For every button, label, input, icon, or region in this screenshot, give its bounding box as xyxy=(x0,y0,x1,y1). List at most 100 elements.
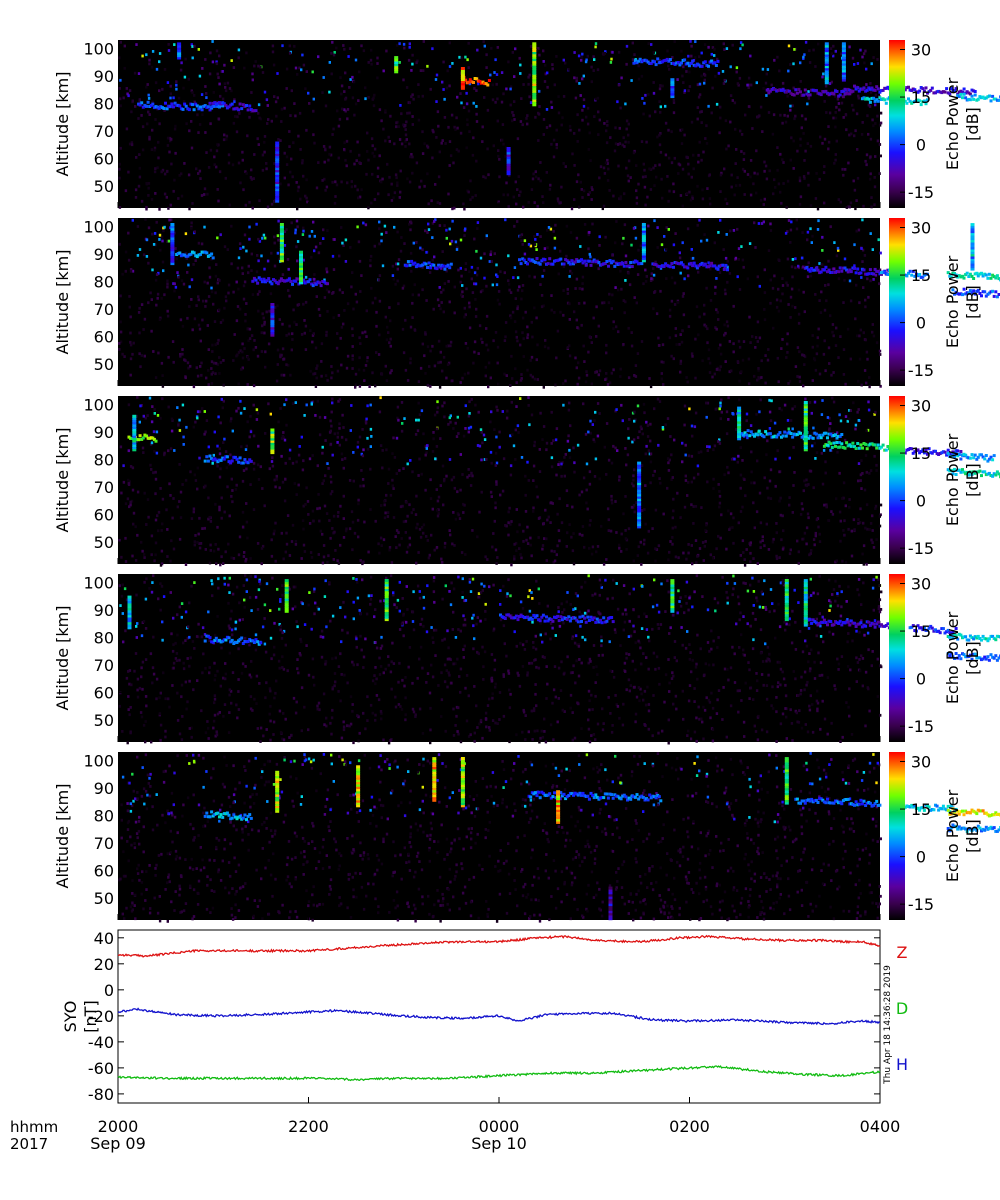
echo-layer-cell xyxy=(559,257,563,261)
heatmap-cell xyxy=(647,224,650,228)
heatmap-cell xyxy=(489,253,492,256)
heatmap-cell xyxy=(466,123,469,127)
heatmap-cell xyxy=(759,540,762,544)
heatmap-cell xyxy=(156,292,160,296)
echo-layer-cell xyxy=(616,263,620,266)
heatmap-cell xyxy=(320,374,323,378)
heatmap-cell xyxy=(703,78,706,82)
heatmap-cell xyxy=(495,283,499,287)
heatmap-cell xyxy=(590,65,593,69)
heatmap-cell xyxy=(426,145,430,149)
heatmap-cell xyxy=(448,300,451,304)
echo-column-cell xyxy=(460,71,465,75)
heatmap-cell xyxy=(690,44,693,48)
heatmap-cell xyxy=(467,66,470,69)
y-axis-label: Altitude [km] xyxy=(53,72,72,177)
heatmap-cell xyxy=(588,131,591,135)
echo-layer-cell xyxy=(868,87,872,91)
echo-layer-cell xyxy=(980,294,983,298)
echo-layer-cell xyxy=(279,277,283,281)
heatmap-cell xyxy=(794,257,797,261)
echo-layer-cell xyxy=(633,59,637,63)
heatmap-cell xyxy=(703,323,706,327)
heatmap-cell xyxy=(565,254,568,258)
heatmap-cell xyxy=(225,466,228,470)
heatmap-cell xyxy=(474,298,477,301)
heatmap-cell xyxy=(793,471,796,474)
heatmap-cell xyxy=(178,463,181,466)
heatmap-cell xyxy=(364,86,367,90)
heatmap-cell xyxy=(834,116,838,120)
heatmap-cell xyxy=(370,137,374,141)
heatmap-cell xyxy=(475,105,478,108)
heatmap-cell xyxy=(358,435,362,439)
echo-column-cell xyxy=(299,260,303,264)
heatmap-cell xyxy=(739,446,742,449)
heatmap-cell xyxy=(283,403,286,407)
echo-layer-cell xyxy=(832,92,836,96)
heatmap-cell xyxy=(685,70,688,73)
heatmap-cell xyxy=(380,544,383,547)
heatmap-cell xyxy=(735,148,738,151)
heatmap-cell xyxy=(336,435,339,439)
heatmap-cell xyxy=(145,182,148,185)
heatmap-cell xyxy=(582,104,586,108)
echo-layer-cell xyxy=(943,90,947,94)
heatmap-cell xyxy=(832,44,835,48)
heatmap-cell xyxy=(158,238,161,241)
echo-layer-cell xyxy=(600,263,604,267)
heatmap-cell xyxy=(192,510,195,514)
heatmap-cell xyxy=(287,332,291,336)
heatmap-cell xyxy=(556,329,560,333)
heatmap-cell xyxy=(532,510,535,513)
heatmap-cell xyxy=(452,511,455,514)
heatmap-cell xyxy=(382,69,385,73)
heatmap-cell xyxy=(520,233,524,237)
echo-column-cell xyxy=(841,53,846,57)
echo-layer-cell xyxy=(476,79,480,83)
echo-layer-cell xyxy=(965,90,969,94)
echo-layer-cell xyxy=(984,96,988,100)
heatmap-cell xyxy=(170,539,173,543)
heatmap-cell xyxy=(387,467,391,471)
heatmap-cell xyxy=(642,112,645,116)
heatmap-cell xyxy=(860,459,863,462)
heatmap-cell xyxy=(435,445,439,448)
heatmap-cell xyxy=(495,461,499,465)
heatmap-cell xyxy=(145,238,149,242)
heatmap-cell xyxy=(637,248,640,252)
heatmap-cell xyxy=(190,221,193,225)
heatmap-cell xyxy=(599,165,603,169)
heatmap-cell xyxy=(140,303,144,306)
heatmap-cell xyxy=(533,377,537,381)
heatmap-cell xyxy=(397,125,400,128)
heatmap-cell xyxy=(175,257,178,261)
heatmap-cell xyxy=(154,477,158,481)
heatmap-cell xyxy=(398,138,402,141)
heatmap-cell xyxy=(381,177,384,181)
heatmap-cell xyxy=(697,160,700,164)
echo-layer-cell xyxy=(827,268,831,272)
heatmap-cell xyxy=(211,350,214,353)
heatmap-cell xyxy=(219,233,222,237)
heatmap-cell xyxy=(637,77,641,81)
echo-layer-cell xyxy=(792,93,796,97)
heatmap-cell xyxy=(849,201,853,205)
heatmap-cell xyxy=(411,53,414,57)
heatmap-cell xyxy=(763,308,766,311)
heatmap-cell xyxy=(654,559,657,563)
heatmap-cell xyxy=(226,248,229,251)
echo-layer-cell xyxy=(929,88,933,92)
heatmap-cell xyxy=(870,538,873,542)
heatmap-cell xyxy=(166,240,169,243)
echo-layer-cell xyxy=(724,263,728,267)
heatmap-cell xyxy=(343,108,346,112)
heatmap-cell xyxy=(727,509,730,513)
echo-layer-cell xyxy=(957,95,961,98)
heatmap-cell xyxy=(158,52,162,55)
echo-layer-cell xyxy=(918,99,922,103)
heatmap-cell xyxy=(857,419,860,422)
heatmap-cell xyxy=(714,326,717,329)
echo-column-cell xyxy=(460,75,465,79)
heatmap-cell xyxy=(603,301,606,305)
